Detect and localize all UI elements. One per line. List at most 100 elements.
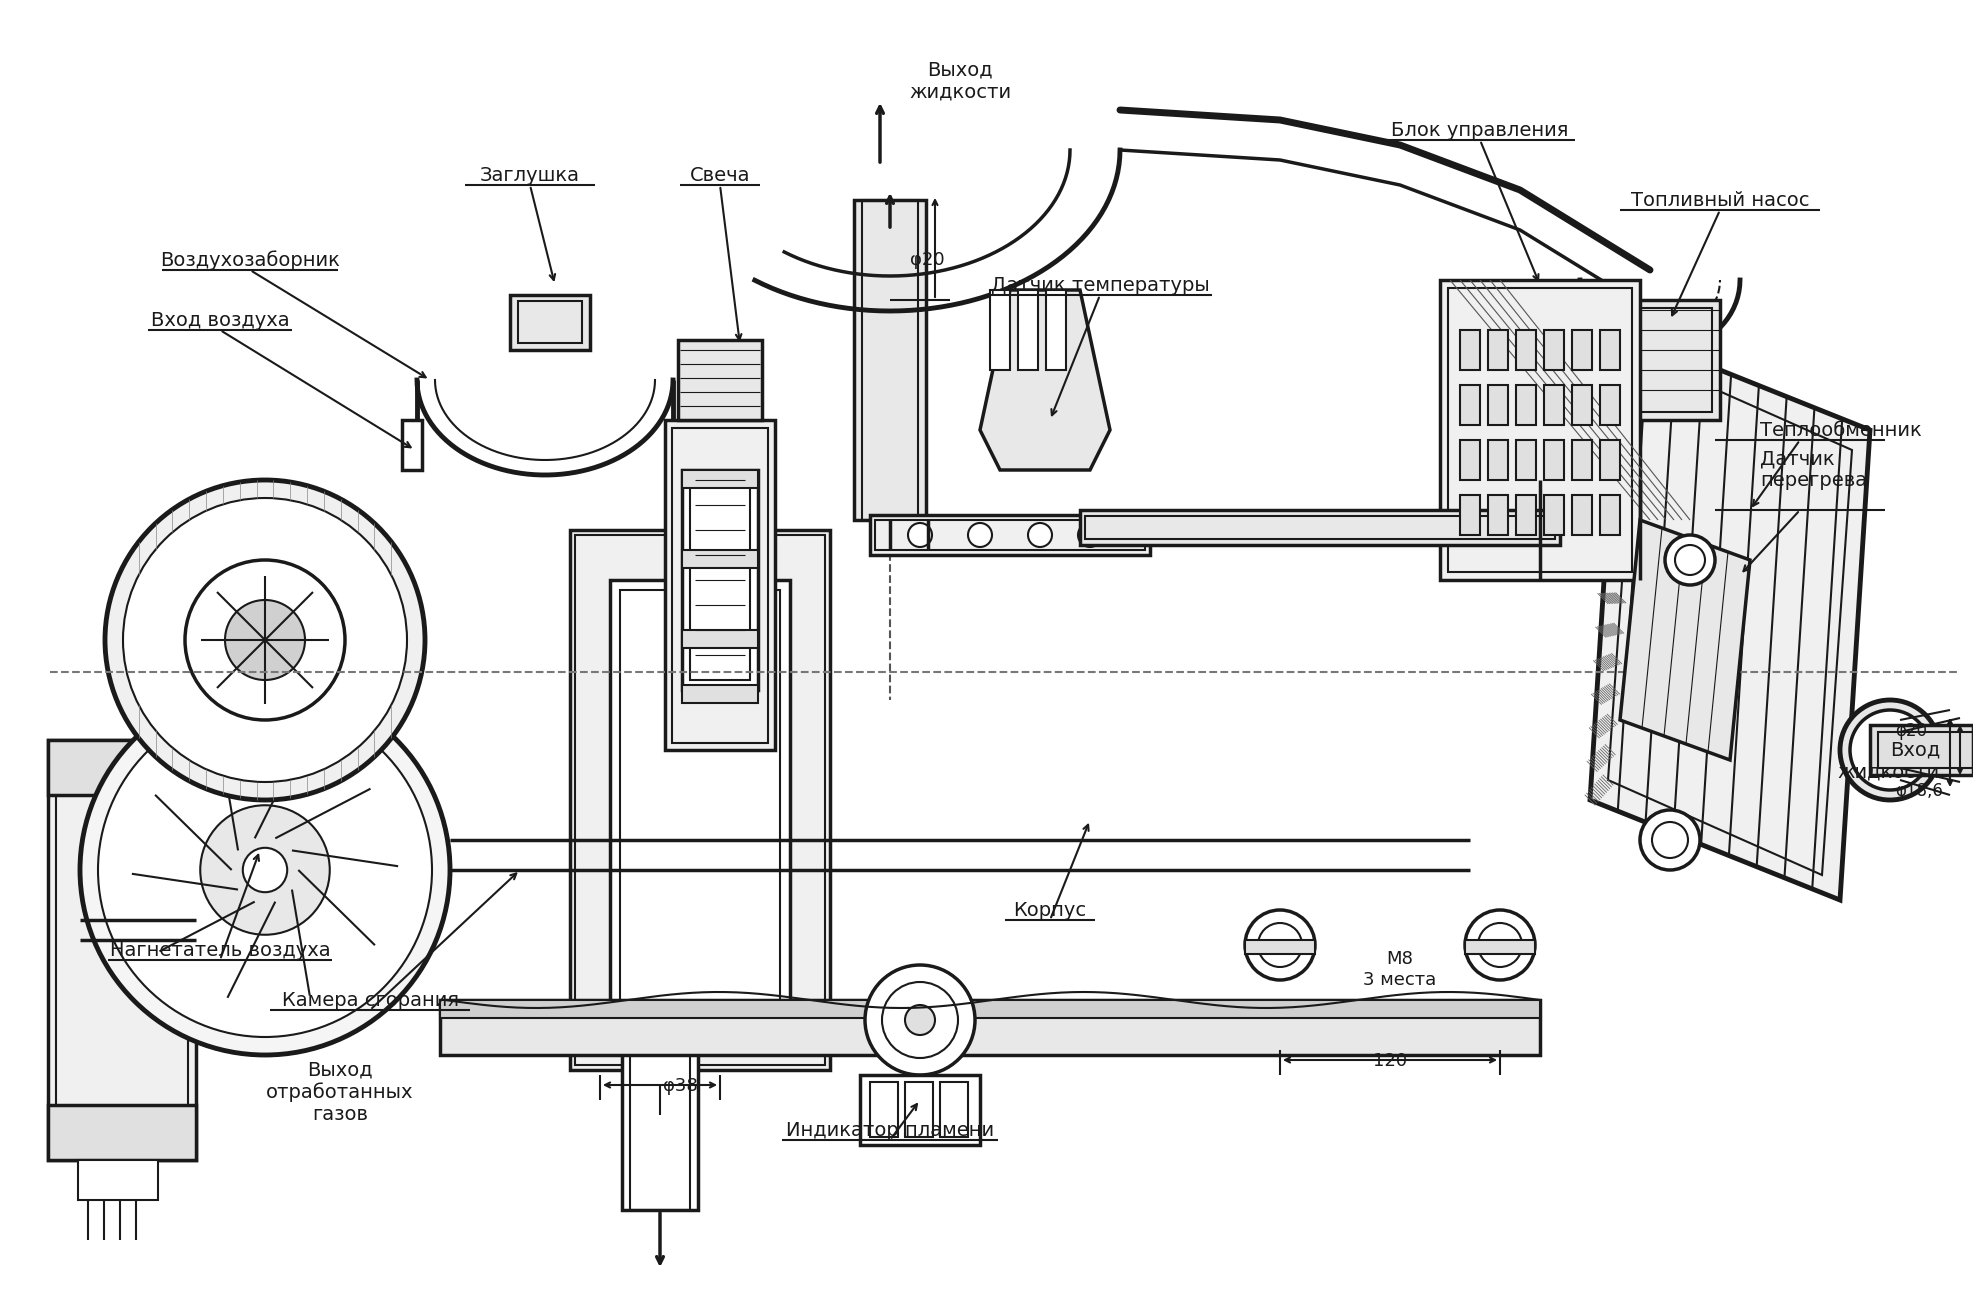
Bar: [1870, 726, 1973, 775]
Text: Воздухозаборник: Воздухозаборник: [160, 251, 339, 270]
Circle shape: [1466, 910, 1535, 980]
Circle shape: [1675, 545, 1705, 576]
Circle shape: [1478, 923, 1521, 967]
Bar: [1572, 440, 1592, 480]
Bar: [1440, 281, 1640, 579]
Text: Топливный насос: Топливный насос: [1632, 191, 1809, 210]
Bar: [1878, 732, 1973, 769]
Polygon shape: [981, 290, 1111, 470]
Circle shape: [225, 600, 306, 680]
Text: Камера сгорания: Камера сгорания: [282, 990, 458, 1010]
Circle shape: [1028, 523, 1052, 547]
Text: φ38: φ38: [663, 1077, 696, 1095]
Text: M8
3 места: M8 3 места: [1363, 950, 1436, 989]
Circle shape: [882, 981, 959, 1058]
Bar: [1590, 300, 1720, 420]
Circle shape: [1851, 710, 1930, 790]
Text: φ20: φ20: [1894, 722, 1928, 740]
Bar: [665, 420, 775, 750]
Bar: [679, 341, 762, 420]
Circle shape: [1077, 523, 1103, 547]
Text: Индикатор пламени: Индикатор пламени: [785, 1121, 994, 1141]
Bar: [1018, 290, 1038, 371]
Circle shape: [1651, 822, 1689, 857]
Bar: [1245, 940, 1314, 954]
Polygon shape: [1620, 519, 1750, 760]
Bar: [683, 470, 758, 488]
Bar: [55, 748, 187, 1152]
Bar: [1448, 288, 1632, 572]
Bar: [854, 200, 925, 519]
Bar: [1460, 440, 1480, 480]
Bar: [683, 630, 758, 649]
Bar: [990, 290, 1010, 371]
Bar: [1488, 330, 1507, 371]
Bar: [1600, 385, 1620, 425]
Bar: [683, 470, 758, 690]
Bar: [683, 685, 758, 703]
Circle shape: [864, 964, 975, 1075]
Bar: [1079, 510, 1561, 545]
Bar: [1085, 515, 1555, 539]
Bar: [570, 530, 831, 1070]
Bar: [862, 200, 917, 519]
Bar: [1515, 495, 1537, 535]
Circle shape: [105, 480, 424, 800]
Text: 120: 120: [1373, 1052, 1407, 1070]
Circle shape: [99, 703, 432, 1037]
Bar: [629, 1051, 691, 1210]
Bar: [1515, 440, 1537, 480]
Bar: [1545, 495, 1565, 535]
Circle shape: [1259, 923, 1302, 967]
Bar: [1460, 385, 1480, 425]
Bar: [870, 1082, 898, 1137]
Text: Вход воздуха: Вход воздуха: [150, 311, 290, 330]
Bar: [1600, 495, 1620, 535]
Bar: [1515, 330, 1537, 371]
Circle shape: [185, 560, 345, 720]
Bar: [860, 1075, 981, 1144]
Circle shape: [969, 523, 992, 547]
Text: Теплообменник: Теплообменник: [1760, 422, 1922, 440]
Circle shape: [122, 499, 406, 782]
Bar: [1460, 495, 1480, 535]
Polygon shape: [1590, 330, 1870, 900]
Text: Вход
жидкости: Вход жидкости: [1839, 740, 1939, 780]
Bar: [1572, 330, 1592, 371]
Bar: [610, 579, 789, 1040]
Bar: [621, 1051, 698, 1210]
Circle shape: [1665, 535, 1715, 585]
Bar: [1488, 495, 1507, 535]
Bar: [1600, 330, 1620, 371]
Bar: [1046, 290, 1065, 371]
Bar: [1545, 330, 1565, 371]
Circle shape: [1245, 910, 1314, 980]
Bar: [1600, 440, 1620, 480]
Bar: [47, 1105, 195, 1160]
Bar: [939, 1082, 969, 1137]
Bar: [906, 1082, 933, 1137]
Text: Выход
отработанных
газов: Выход отработанных газов: [266, 1060, 414, 1124]
Text: φ18,6: φ18,6: [1894, 782, 1943, 800]
Bar: [1515, 385, 1537, 425]
Bar: [519, 301, 582, 343]
Bar: [79, 1160, 158, 1201]
Text: Выход
жидкости: Выход жидкости: [910, 60, 1010, 100]
Text: Корпус: Корпус: [1014, 900, 1087, 920]
Text: Блок управления: Блок управления: [1391, 121, 1569, 140]
Bar: [574, 535, 825, 1065]
Bar: [1466, 940, 1535, 954]
Bar: [870, 515, 1150, 555]
Bar: [47, 740, 195, 795]
Bar: [402, 420, 422, 470]
Text: Заглушка: Заглушка: [479, 166, 580, 185]
Circle shape: [906, 1005, 935, 1035]
Bar: [1598, 308, 1713, 412]
Circle shape: [908, 523, 931, 547]
Circle shape: [1841, 699, 1939, 800]
Bar: [440, 1000, 1541, 1054]
Text: Датчик температуры: Датчик температуры: [990, 275, 1209, 295]
Bar: [1488, 385, 1507, 425]
Circle shape: [1640, 810, 1701, 870]
Bar: [691, 480, 750, 680]
